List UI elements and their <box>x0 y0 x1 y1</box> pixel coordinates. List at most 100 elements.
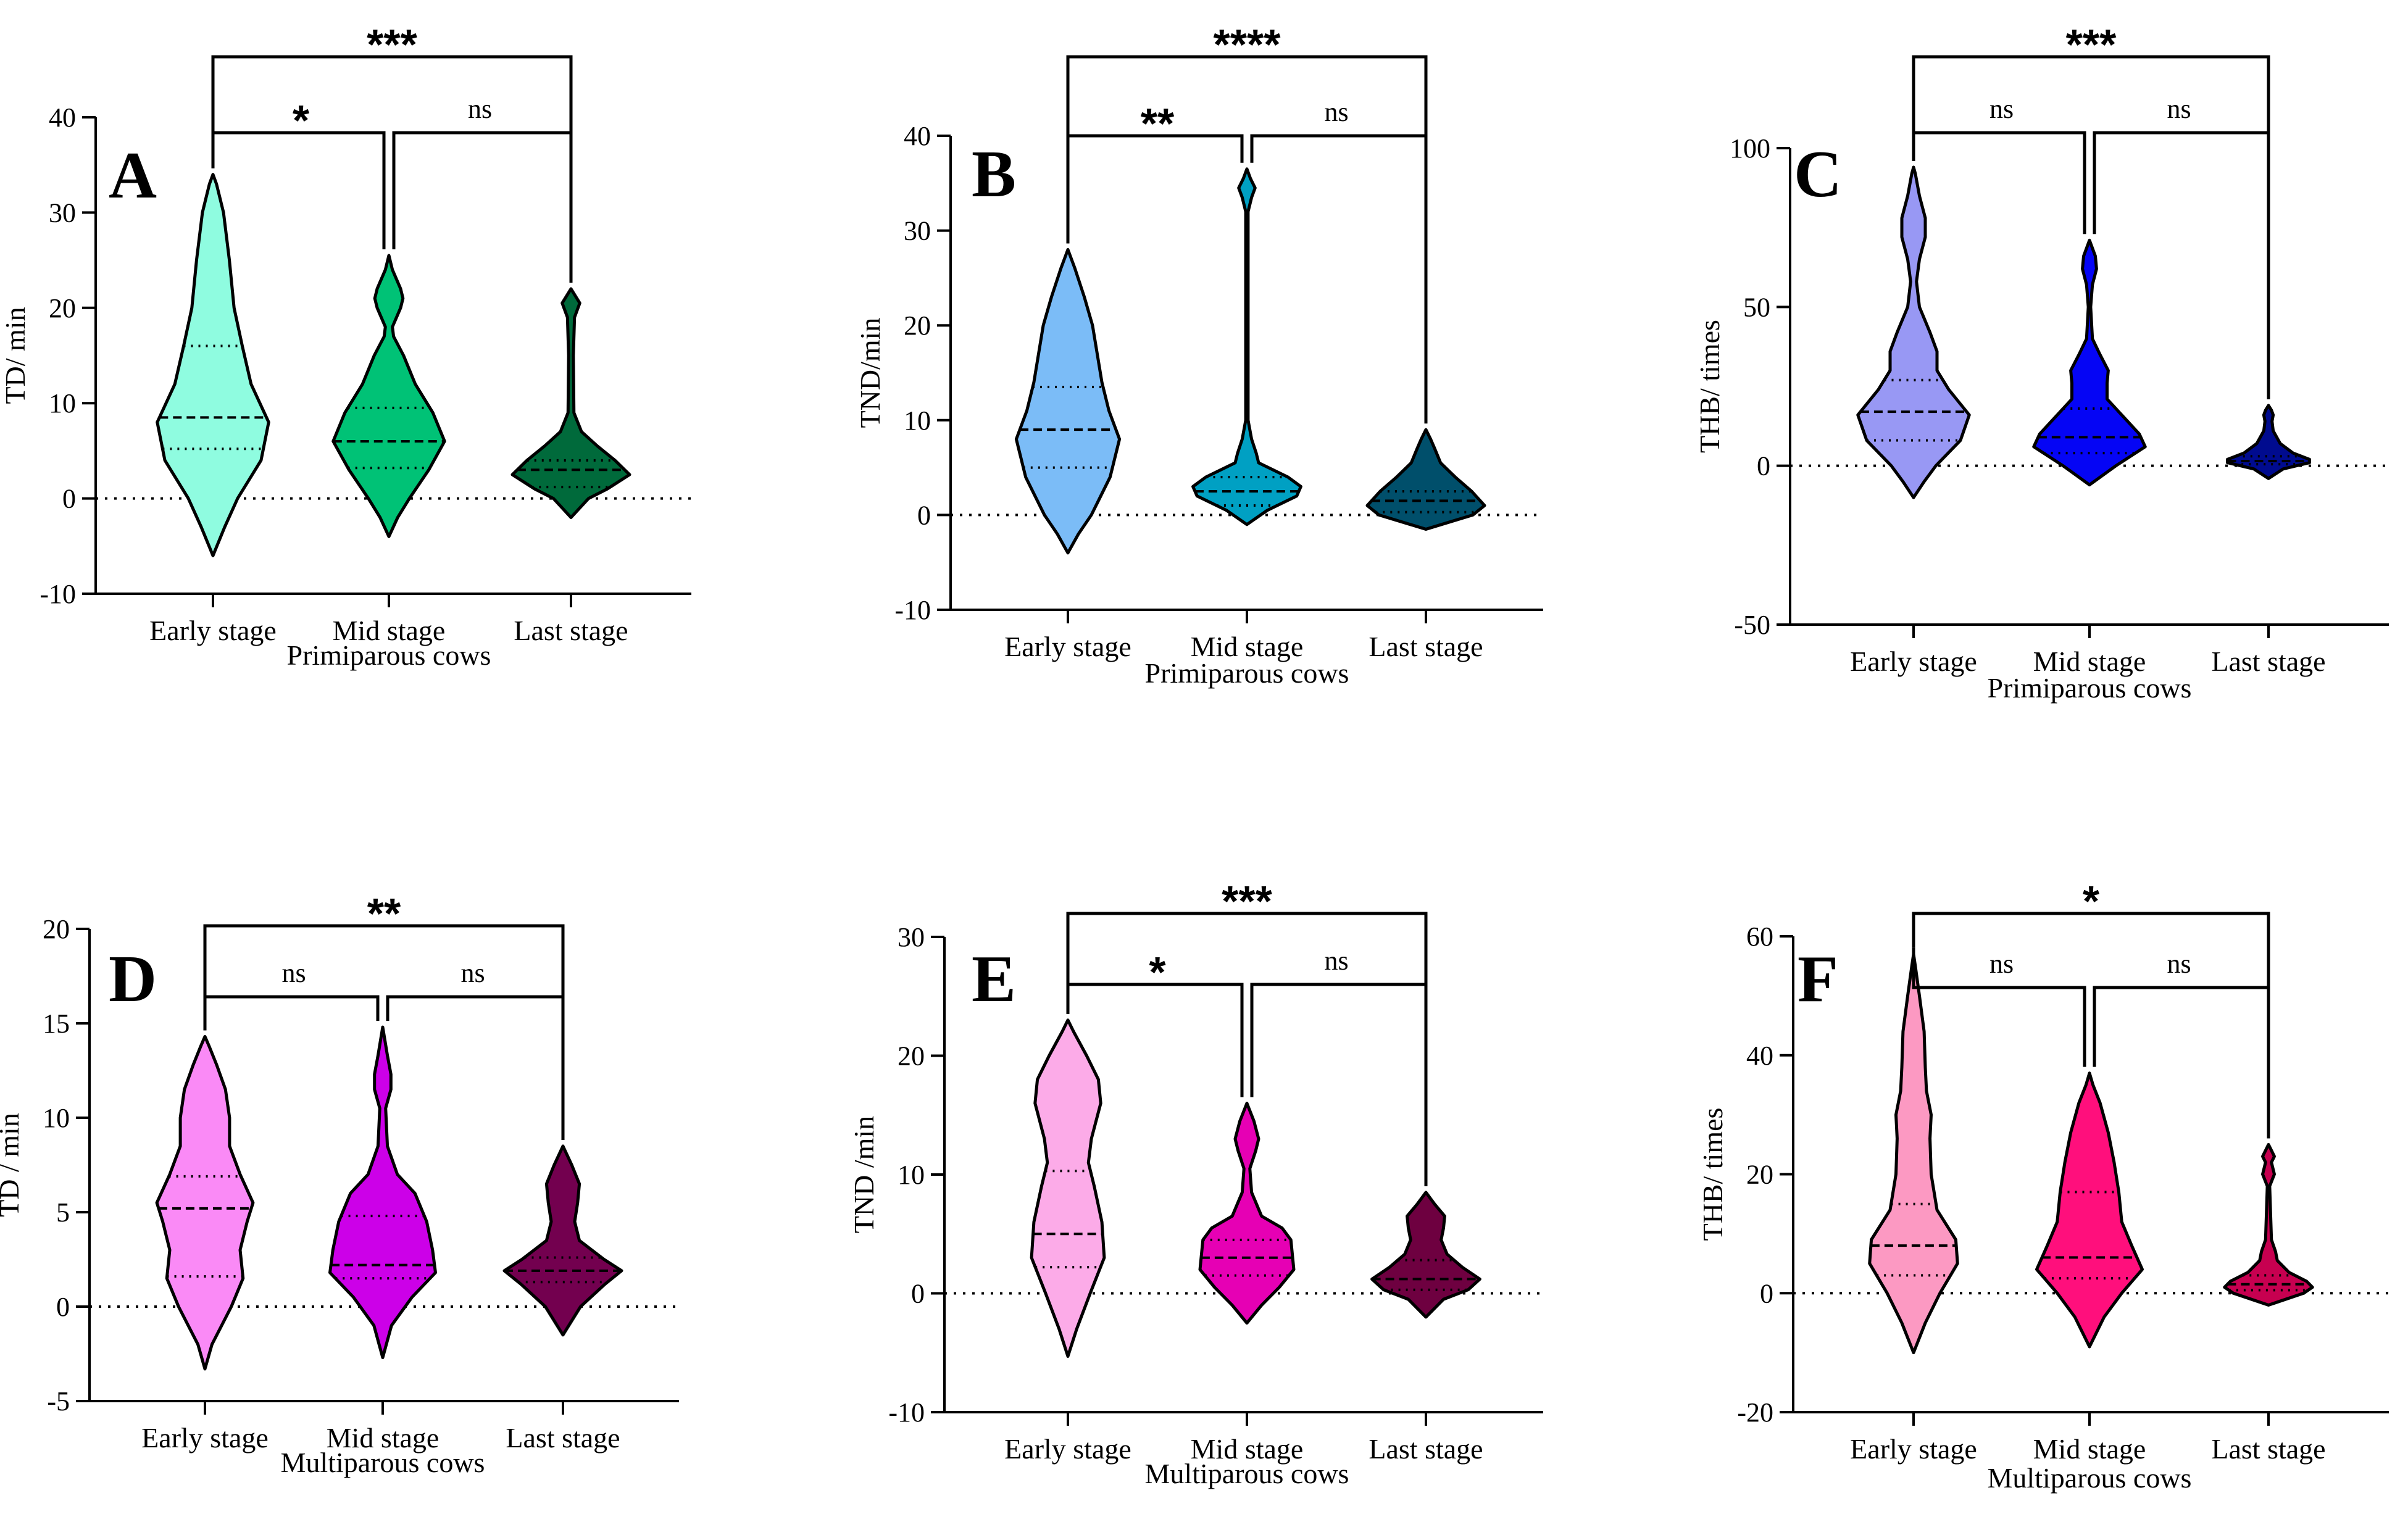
significance-bracket <box>211 55 573 283</box>
y-tick-label: -10 <box>888 1397 925 1428</box>
violin-mid-stage <box>331 254 446 538</box>
y-tick-label: 0 <box>56 1292 70 1322</box>
violin-mid-stage <box>328 1025 437 1360</box>
y-tick-label: 50 <box>1743 292 1770 322</box>
x-axis-title: Multiparous cows <box>1145 1458 1349 1489</box>
significance-ns-label: ns <box>1324 946 1348 976</box>
y-axis-title: TD / min <box>0 1113 25 1217</box>
violin-early-stage <box>1868 952 1959 1355</box>
y-tick-label: 0 <box>1760 1278 1773 1308</box>
x-axis-title: Multiparous cows <box>281 1447 485 1478</box>
x-category-label: Mid stage <box>327 1422 440 1454</box>
x-category-label: Mid stage <box>2033 1433 2146 1465</box>
y-tick-label: 60 <box>1746 921 1773 952</box>
x-category-label: Mid stage <box>1191 631 1304 662</box>
panel-letter: D <box>109 942 157 1016</box>
y-tick-label: -50 <box>1734 610 1770 640</box>
significance-ns-label: ns <box>460 958 485 988</box>
y-tick-label: 20 <box>898 1041 925 1071</box>
y-axis-title: THB/ times <box>1694 320 1725 453</box>
significance-star-label: **** <box>1214 20 1281 69</box>
x-category-label: Early stage <box>141 1422 269 1454</box>
significance-star-label: * <box>1149 948 1166 996</box>
significance-ns-label: ns <box>1989 949 2014 979</box>
panel-c: -50 0 50 100 THB/ times Early stage Mid stage L… <box>1694 20 2389 704</box>
violin-last-stage <box>2223 1142 2314 1307</box>
y-tick-label: 10 <box>904 406 931 436</box>
y-tick-label: 20 <box>49 293 76 323</box>
significance-bracket <box>2093 131 2270 399</box>
y-tick-label: 20 <box>904 310 931 341</box>
x-axis-title: Primiparous cows <box>1145 657 1349 689</box>
violin-early-stage <box>1856 165 1971 499</box>
significance-ns-label: ns <box>1324 97 1348 127</box>
x-category-label: Last stage <box>514 615 628 646</box>
x-category-label: Last stage <box>1369 631 1483 662</box>
significance-star-label: *** <box>367 20 417 69</box>
y-axis-title: THB/ times <box>1697 1108 1728 1241</box>
significance-star-label: * <box>293 96 310 144</box>
x-axis-title: Primiparous cows <box>287 639 491 671</box>
y-tick-label: -20 <box>1737 1397 1773 1428</box>
x-category-label: Early stage <box>1004 1433 1131 1465</box>
y-tick-label: -5 <box>47 1386 70 1416</box>
y-axis-title: TND/min <box>854 318 886 428</box>
violin-mid-stage <box>1198 1102 1296 1325</box>
significance-bracket <box>1912 947 2086 1067</box>
x-axis-title: Multiparous cows <box>1988 1462 2192 1494</box>
significance-ns-label: ns <box>468 94 492 124</box>
violin-last-stage <box>502 1144 623 1337</box>
significance-bracket <box>1066 983 1244 1097</box>
significance-bracket <box>1912 131 2086 235</box>
y-tick-label: 0 <box>911 1279 925 1309</box>
significance-bracket <box>386 995 565 1140</box>
x-category-label: Last stage <box>2211 646 2325 677</box>
panel-letter: E <box>972 942 1016 1016</box>
violin-mid-stage <box>2035 1071 2144 1349</box>
significance-star-label: *** <box>1222 877 1272 925</box>
y-tick-label: 15 <box>43 1009 70 1039</box>
violin-last-stage <box>510 287 631 519</box>
y-tick-label: 10 <box>43 1103 70 1133</box>
panel-f: -20 0 20 40 60 THB/ times Early stage Mid stage… <box>1697 877 2389 1494</box>
violin-mid-stage <box>1191 167 1302 526</box>
panel-a: -10 0 10 20 30 40 TD/ min Early stage Mid stage L… <box>0 20 691 671</box>
y-tick-label: 0 <box>62 484 76 514</box>
significance-ns-label: ns <box>1989 94 2014 124</box>
violin-last-stage <box>1370 1191 1481 1319</box>
panel-letter: A <box>109 139 157 212</box>
x-category-label: Early stage <box>1850 1433 1977 1465</box>
y-tick-label: 0 <box>917 500 931 530</box>
significance-star-label: * <box>2083 877 2100 925</box>
significance-ns-label: ns <box>2167 94 2191 124</box>
y-axis-title: TD/ min <box>0 307 31 404</box>
y-tick-label: 40 <box>1746 1041 1773 1071</box>
violin-last-stage <box>1365 428 1486 531</box>
significance-star-label: ** <box>1141 99 1175 148</box>
significance-star-label: ** <box>367 889 401 938</box>
x-axis-title: Primiparous cows <box>1988 672 2192 704</box>
x-category-label: Mid stage <box>2033 646 2146 677</box>
significance-ns-label: ns <box>2167 949 2191 979</box>
y-axis-title: TND /min <box>848 1116 880 1233</box>
significance-ns-label: ns <box>281 958 306 988</box>
significance-bracket <box>211 131 386 249</box>
y-tick-label: 30 <box>904 216 931 246</box>
significance-bracket <box>203 995 380 1031</box>
y-tick-label: 30 <box>898 922 925 952</box>
y-tick-label: 20 <box>43 914 70 944</box>
significance-bracket <box>392 131 573 283</box>
violin-early-stage <box>155 1034 255 1371</box>
significance-bracket <box>1250 134 1428 424</box>
y-tick-label: -10 <box>894 595 931 625</box>
y-tick-label: 0 <box>1757 451 1770 481</box>
violin-mid-stage <box>2032 238 2147 487</box>
x-category-label: Last stage <box>2211 1433 2325 1465</box>
x-category-label: Early stage <box>1850 646 1977 677</box>
x-category-label: Early stage <box>1004 631 1131 662</box>
panel-b: -10 0 10 20 30 40 TND/min Early stage Mid stage L… <box>854 20 1543 689</box>
y-tick-label: -10 <box>40 579 76 609</box>
violin-last-stage <box>2226 404 2311 480</box>
panel-letter: F <box>1798 942 1838 1016</box>
